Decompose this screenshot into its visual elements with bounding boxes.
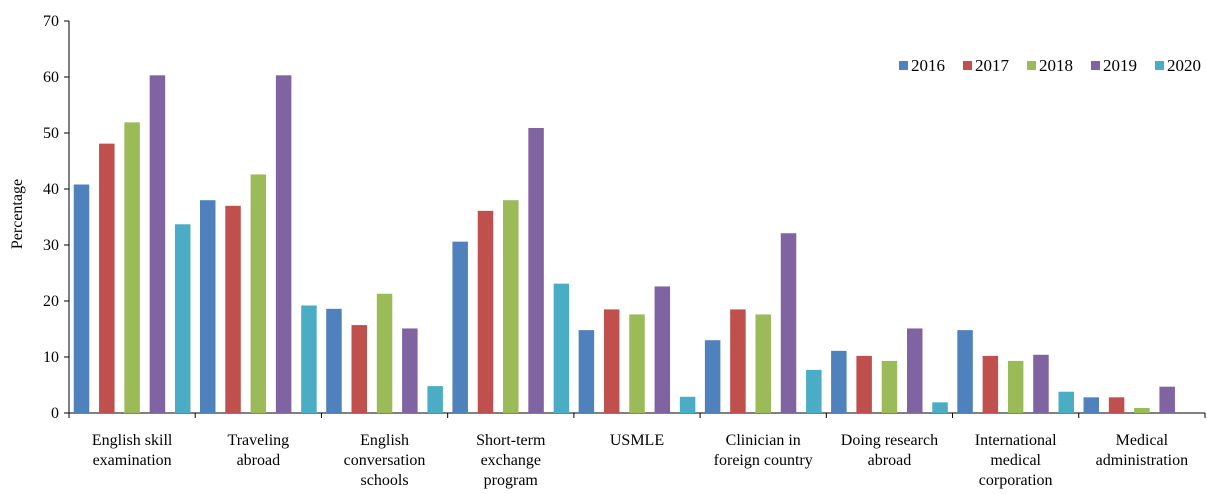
bar-2019-4: [528, 127, 544, 414]
bar-2018-8: [1007, 360, 1024, 413]
bar-2020-3: [427, 386, 443, 413]
bar-2016-2: [199, 200, 216, 413]
bar-2016-1: [73, 184, 90, 413]
category-label: Short-term exchange program: [476, 432, 546, 489]
category-label: Medical administration: [1096, 432, 1188, 469]
legend-label-2017: 2017: [975, 56, 1010, 75]
bars-group: [73, 75, 1175, 414]
category-label: Traveling abroad: [228, 432, 290, 469]
legend-label-2019: 2019: [1103, 56, 1137, 75]
bar-2017-8: [982, 355, 999, 413]
bar-2020-8: [1058, 391, 1075, 413]
y-tick-label: 50: [43, 125, 59, 142]
bar-2016-5: [578, 330, 595, 413]
y-tick-label: 10: [43, 349, 59, 366]
category-label: Clinician in foreign country: [714, 432, 813, 469]
bar-2017-9: [1108, 397, 1125, 413]
bar-2016-4: [452, 241, 468, 413]
bar-2016-3: [326, 308, 342, 413]
bar-2017-7: [856, 355, 872, 413]
legend-swatch-2019: [1091, 61, 1100, 70]
category-label: Doing research abroad: [841, 432, 938, 469]
bar-2020-1: [174, 224, 191, 413]
bar-2017-4: [477, 210, 494, 413]
bar-2019-2: [275, 75, 292, 413]
legend-swatch-2020: [1155, 61, 1164, 70]
bar-2018-9: [1134, 407, 1150, 413]
x-axis: [68, 412, 1206, 418]
legend-label-2018: 2018: [1039, 56, 1073, 75]
y-tick-label: 40: [43, 181, 59, 198]
bar-2019-9: [1159, 386, 1175, 413]
bar-2017-1: [99, 143, 115, 413]
y-axis: 0 10 20 30 40 50 60 70: [43, 13, 70, 422]
category-label: International medical corporation: [975, 432, 1057, 489]
bar-2018-5: [629, 314, 645, 413]
bar-2018-6: [755, 314, 771, 413]
legend-label-2020: 2020: [1167, 56, 1201, 75]
bar-2017-6: [730, 309, 746, 413]
legend-label-2016: 2016: [911, 56, 945, 75]
bar-2017-5: [603, 309, 620, 413]
bar-2018-2: [250, 174, 267, 413]
bar-2016-9: [1083, 397, 1100, 413]
y-tick-label: 30: [43, 237, 59, 254]
legend-swatch-2018: [1027, 61, 1036, 70]
bar-2019-1: [149, 75, 166, 413]
bar-2016-7: [831, 350, 847, 413]
bar-2017-2: [225, 205, 241, 413]
bar-2020-4: [553, 283, 570, 413]
bar-2020-7: [932, 402, 948, 413]
legend-swatch-2017: [963, 61, 972, 70]
bar-2019-8: [1033, 354, 1049, 413]
category-label: English skill examination: [92, 432, 173, 469]
bar-2019-5: [654, 286, 671, 413]
bar-2018-1: [124, 122, 140, 414]
bar-2018-3: [376, 293, 393, 413]
y-tick-label: 70: [43, 13, 59, 30]
y-tick-label: 0: [51, 405, 59, 422]
bar-2017-3: [351, 325, 368, 413]
bar-2018-4: [503, 200, 519, 413]
bar-2019-3: [402, 328, 418, 413]
y-tick-label: 20: [43, 293, 59, 310]
bar-2020-5: [679, 396, 696, 413]
legend-swatch-2016: [899, 61, 908, 70]
bar-2016-8: [957, 330, 973, 413]
y-tick-label: 60: [43, 69, 59, 86]
bar-2019-7: [906, 328, 923, 413]
y-axis-title: Percentage: [9, 179, 26, 249]
category-label: USMLE: [610, 432, 664, 449]
bar-2019-6: [780, 233, 797, 413]
category-labels: English skill examination Traveling abroad E…: [92, 432, 1188, 489]
legend: 2016 2017 2018 2019 2020: [899, 56, 1201, 75]
category-label: English conversation schools: [344, 432, 426, 489]
bar-2020-6: [806, 369, 822, 413]
bar-2016-6: [704, 340, 721, 413]
bar-2020-2: [301, 305, 317, 413]
bar-2018-7: [881, 360, 898, 413]
